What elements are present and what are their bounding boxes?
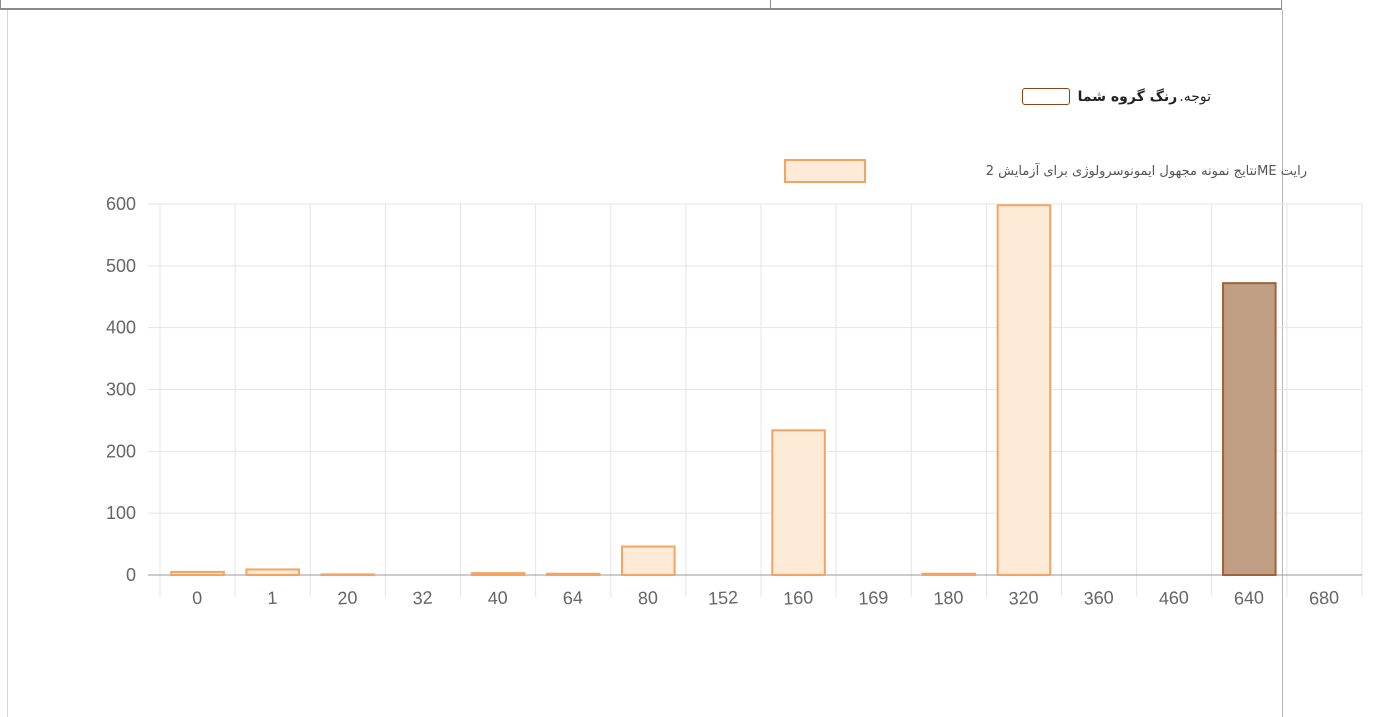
bar-40	[470, 572, 526, 577]
content-left-border	[7, 10, 8, 717]
top-table-left-border	[0, 0, 1, 10]
y-tick-label: 600	[106, 194, 136, 214]
y-tick-label: 300	[106, 380, 136, 400]
bar-180	[921, 572, 977, 576]
note-prefix: توجه.	[1179, 88, 1211, 105]
bar-640	[1222, 282, 1277, 576]
bar-64	[545, 572, 601, 576]
x-tick-label: 180	[933, 587, 964, 609]
top-table-right-border	[1281, 0, 1282, 10]
x-tick-label: 40	[487, 587, 508, 608]
group-color-note: توجه. رنگ گروه شما	[1021, 88, 1211, 105]
x-axis-ticks: 0 1 20 32 40 64 80 152 160 169 180 320 360 460 640 680	[192, 587, 1340, 609]
chart-legend: نتایج نمونه مجهول ایمونوسرولوژی برای آزم…	[784, 159, 1307, 183]
x-tick-label: 640	[1233, 587, 1264, 609]
y-tick-label: 500	[106, 256, 136, 276]
x-tick-label: 169	[858, 587, 889, 609]
x-tick-label: 64	[562, 587, 583, 608]
x-tick-label: 160	[783, 587, 814, 609]
content-right-border	[1282, 10, 1283, 717]
y-tick-label: 200	[106, 441, 136, 461]
x-tick-label: 152	[708, 587, 739, 609]
x-tick-label: 32	[412, 587, 433, 608]
y-tick-label: 0	[126, 565, 136, 585]
legend-label: نتایج نمونه مجهول ایمونوسرولوژی برای آزم…	[986, 162, 1307, 179]
top-table-cell-divider	[770, 0, 771, 10]
note-strong-text: رنگ گروه شما	[1077, 88, 1178, 105]
x-tick-label: 360	[1083, 587, 1114, 609]
x-tick-label: 320	[1008, 587, 1039, 609]
bar-1	[245, 568, 300, 576]
y-axis-ticks: 0 100 200 300 400 500 600	[106, 194, 136, 585]
chart-bars	[170, 204, 1277, 577]
x-tick-label: 20	[337, 587, 358, 608]
bar-0	[170, 570, 225, 576]
x-tick-label: 80	[637, 587, 658, 608]
group-color-swatch	[1021, 88, 1070, 105]
bar-20	[320, 573, 376, 576]
x-tick-label: 1	[267, 588, 278, 608]
legend-swatch	[784, 159, 866, 183]
y-tick-label: 400	[106, 318, 136, 338]
top-table-edge	[0, 0, 1282, 10]
x-tick-label: 680	[1309, 587, 1340, 609]
bar-80	[621, 545, 676, 576]
chart-grid	[148, 203, 1363, 597]
y-tick-label: 100	[106, 503, 136, 523]
bar-320	[996, 204, 1052, 576]
x-tick-label: 0	[192, 588, 203, 608]
bar-160	[771, 429, 826, 576]
x-tick-label: 460	[1158, 587, 1189, 609]
